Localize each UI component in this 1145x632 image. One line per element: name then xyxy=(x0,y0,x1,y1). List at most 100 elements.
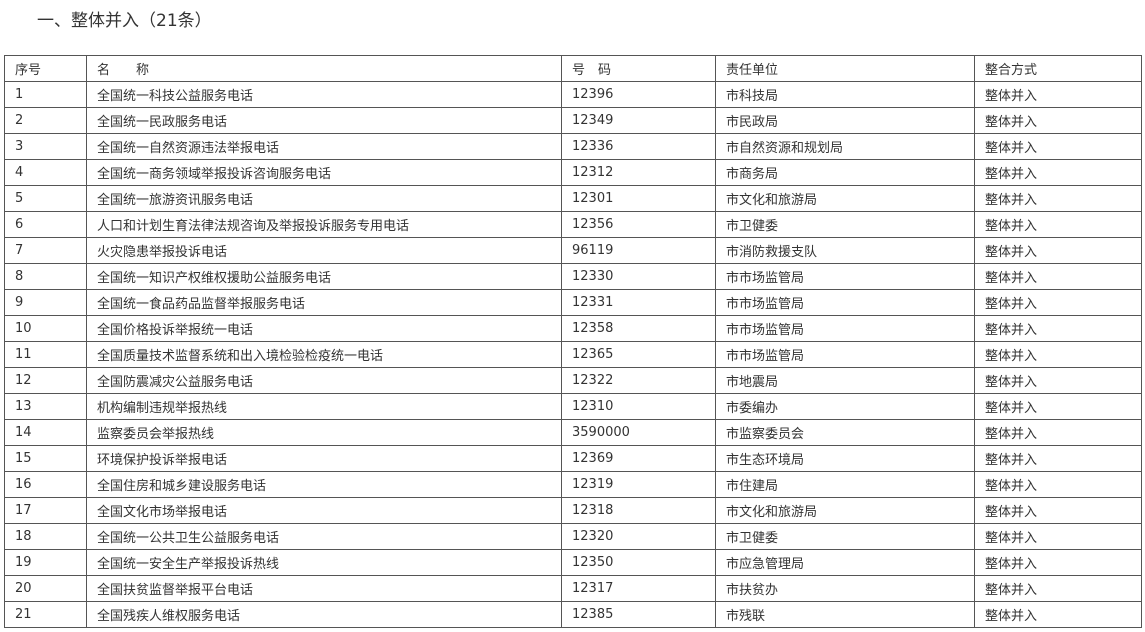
cell-name: 全国统一民政服务电话 xyxy=(86,107,562,134)
cell-name: 机构编制违规举报热线 xyxy=(86,393,562,420)
table-row: 7 火灾隐患举报投诉电话 96119 市消防救援支队 整体并入 xyxy=(4,237,1142,264)
cell-index: 1 xyxy=(4,81,87,108)
cell-number: 12312 xyxy=(561,159,716,186)
cell-method: 整体并入 xyxy=(974,237,1142,264)
cell-number: 12350 xyxy=(561,549,716,576)
cell-unit: 市市场监管局 xyxy=(715,315,975,342)
table-row: 6 人口和计划生育法律法规咨询及举报投诉服务专用电话 12356 市卫健委 整体并入 xyxy=(4,211,1142,238)
header-index: 序号 xyxy=(4,55,87,82)
cell-name: 全国文化市场举报电话 xyxy=(86,497,562,524)
cell-number: 12358 xyxy=(561,315,716,342)
cell-name: 全国价格投诉举报统一电话 xyxy=(86,315,562,342)
cell-method: 整体并入 xyxy=(974,575,1142,602)
cell-name: 全国质量技术监督系统和出入境检验检疫统一电话 xyxy=(86,341,562,368)
cell-index: 3 xyxy=(4,133,87,160)
cell-unit: 市卫健委 xyxy=(715,523,975,550)
cell-unit: 市监察委员会 xyxy=(715,419,975,446)
cell-index: 11 xyxy=(4,341,87,368)
header-name: 名 称 xyxy=(86,55,562,82)
table-row: 9 全国统一食品药品监督举报服务电话 12331 市市场监管局 整体并入 xyxy=(4,289,1142,316)
cell-unit: 市民政局 xyxy=(715,107,975,134)
cell-name: 全国统一商务领域举报投诉咨询服务电话 xyxy=(86,159,562,186)
table-row: 1 全国统一科技公益服务电话 12396 市科技局 整体并入 xyxy=(4,81,1142,108)
table-row: 12 全国防震减灾公益服务电话 12322 市地震局 整体并入 xyxy=(4,367,1142,394)
cell-unit: 市市场监管局 xyxy=(715,289,975,316)
cell-index: 8 xyxy=(4,263,87,290)
cell-unit: 市文化和旅游局 xyxy=(715,185,975,212)
cell-number: 12301 xyxy=(561,185,716,212)
cell-method: 整体并入 xyxy=(974,315,1142,342)
cell-index: 16 xyxy=(4,471,87,498)
cell-unit: 市住建局 xyxy=(715,471,975,498)
cell-number: 12320 xyxy=(561,523,716,550)
table-row: 13 机构编制违规举报热线 12310 市委编办 整体并入 xyxy=(4,393,1142,420)
cell-index: 5 xyxy=(4,185,87,212)
cell-name: 全国统一自然资源违法举报电话 xyxy=(86,133,562,160)
cell-name: 人口和计划生育法律法规咨询及举报投诉服务专用电话 xyxy=(86,211,562,238)
cell-name: 全国扶贫监督举报平台电话 xyxy=(86,575,562,602)
cell-method: 整体并入 xyxy=(974,471,1142,498)
cell-number: 12319 xyxy=(561,471,716,498)
cell-method: 整体并入 xyxy=(974,159,1142,186)
cell-method: 整体并入 xyxy=(974,133,1142,160)
header-unit: 责任单位 xyxy=(715,55,975,82)
cell-name: 全国残疾人维权服务电话 xyxy=(86,601,562,628)
cell-unit: 市扶贫办 xyxy=(715,575,975,602)
cell-method: 整体并入 xyxy=(974,263,1142,290)
table-row: 19 全国统一安全生产举报投诉热线 12350 市应急管理局 整体并入 xyxy=(4,549,1142,576)
table-header-row: 序号 名 称 号 码 责任单位 整合方式 xyxy=(4,55,1142,82)
cell-method: 整体并入 xyxy=(974,211,1142,238)
table-row: 20 全国扶贫监督举报平台电话 12317 市扶贫办 整体并入 xyxy=(4,575,1142,602)
cell-method: 整体并入 xyxy=(974,497,1142,524)
cell-index: 12 xyxy=(4,367,87,394)
cell-name: 全国统一安全生产举报投诉热线 xyxy=(86,549,562,576)
cell-method: 整体并入 xyxy=(974,107,1142,134)
table-row: 15 环境保护投诉举报电话 12369 市生态环境局 整体并入 xyxy=(4,445,1142,472)
cell-number: 12356 xyxy=(561,211,716,238)
cell-number: 12365 xyxy=(561,341,716,368)
cell-method: 整体并入 xyxy=(974,341,1142,368)
header-number: 号 码 xyxy=(561,55,716,82)
cell-number: 12369 xyxy=(561,445,716,472)
cell-method: 整体并入 xyxy=(974,185,1142,212)
table-row: 11 全国质量技术监督系统和出入境检验检疫统一电话 12365 市市场监管局 整体并入 xyxy=(4,341,1142,368)
cell-number: 12385 xyxy=(561,601,716,628)
cell-number: 12336 xyxy=(561,133,716,160)
cell-unit: 市文化和旅游局 xyxy=(715,497,975,524)
cell-name: 全国统一公共卫生公益服务电话 xyxy=(86,523,562,550)
cell-number: 12318 xyxy=(561,497,716,524)
cell-index: 15 xyxy=(4,445,87,472)
cell-unit: 市生态环境局 xyxy=(715,445,975,472)
cell-name: 全国住房和城乡建设服务电话 xyxy=(86,471,562,498)
cell-unit: 市卫健委 xyxy=(715,211,975,238)
cell-index: 21 xyxy=(4,601,87,628)
cell-unit: 市应急管理局 xyxy=(715,549,975,576)
cell-index: 17 xyxy=(4,497,87,524)
cell-method: 整体并入 xyxy=(974,523,1142,550)
cell-index: 10 xyxy=(4,315,87,342)
cell-unit: 市自然资源和规划局 xyxy=(715,133,975,160)
cell-index: 9 xyxy=(4,289,87,316)
cell-unit: 市市场监管局 xyxy=(715,263,975,290)
table-row: 17 全国文化市场举报电话 12318 市文化和旅游局 整体并入 xyxy=(4,497,1142,524)
cell-name: 火灾隐患举报投诉电话 xyxy=(86,237,562,264)
table-row: 2 全国统一民政服务电话 12349 市民政局 整体并入 xyxy=(4,107,1142,134)
cell-number: 3590000 xyxy=(561,419,716,446)
cell-number: 12349 xyxy=(561,107,716,134)
cell-name: 全国统一旅游资讯服务电话 xyxy=(86,185,562,212)
table-row: 21 全国残疾人维权服务电话 12385 市残联 整体并入 xyxy=(4,601,1142,628)
cell-index: 20 xyxy=(4,575,87,602)
section-title: 一、整体并入（21条） xyxy=(37,11,212,31)
cell-method: 整体并入 xyxy=(974,419,1142,446)
cell-number: 12331 xyxy=(561,289,716,316)
table-row: 16 全国住房和城乡建设服务电话 12319 市住建局 整体并入 xyxy=(4,471,1142,498)
cell-unit: 市消防救援支队 xyxy=(715,237,975,264)
cell-unit: 市市场监管局 xyxy=(715,341,975,368)
cell-number: 12310 xyxy=(561,393,716,420)
cell-method: 整体并入 xyxy=(974,549,1142,576)
cell-unit: 市商务局 xyxy=(715,159,975,186)
cell-method: 整体并入 xyxy=(974,601,1142,628)
cell-number: 12330 xyxy=(561,263,716,290)
cell-index: 13 xyxy=(4,393,87,420)
cell-index: 14 xyxy=(4,419,87,446)
